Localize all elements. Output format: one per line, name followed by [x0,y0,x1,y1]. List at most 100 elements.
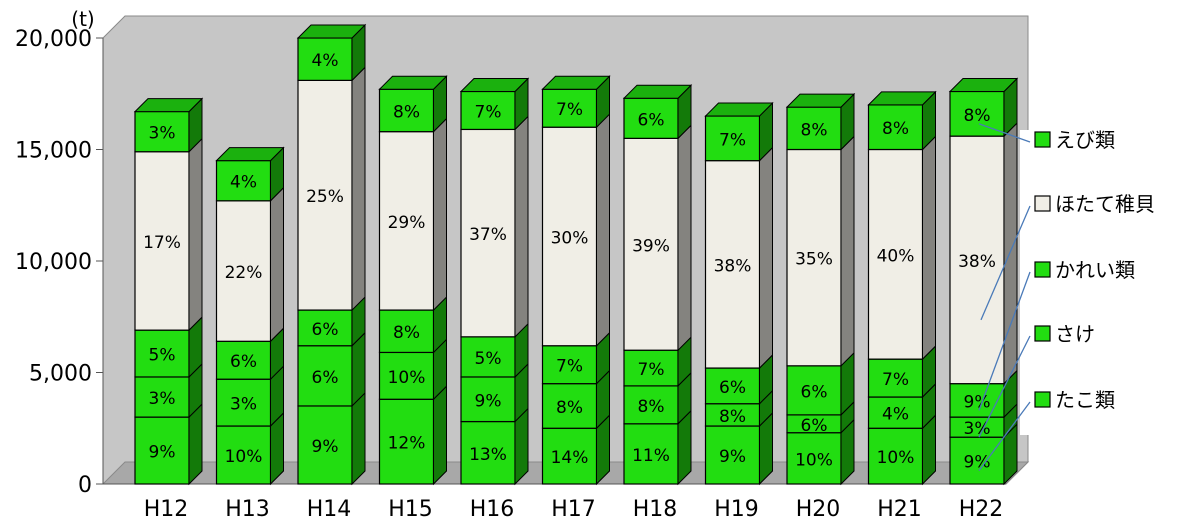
x-tick-label: H21 [877,497,922,522]
legend-item: ほたて稚貝 [1034,192,1155,216]
legend-item: さけ [1034,322,1095,346]
bar-top-face [541,75,611,90]
data-label: 6% [312,320,339,340]
bar-segment-side [351,66,366,312]
bar-segment-side [351,391,366,486]
legend-item: かれい類 [1034,258,1135,282]
data-label: 10% [225,447,263,467]
x-tick-label: H14 [307,497,352,522]
legend-label: えび類 [1055,128,1115,152]
data-label: 6% [719,378,746,398]
bar-segment-side [514,115,529,339]
bar-group-H20: 10% 6% 6% 35% 8% H20 [785,92,856,522]
data-label: 8% [393,323,420,343]
data-label: 7% [556,357,583,377]
bar-segment [297,79,353,311]
legend-label: さけ [1055,322,1095,346]
bar-segment [867,104,924,151]
bar-group-H13: 10% 3% 6% 22% 4% H13 [215,146,285,522]
bar-segment [786,106,842,151]
bar-group-H15: 12% 10% 8% 29% 8% H15 [378,75,448,522]
data-label: 10% [795,450,833,470]
legend-leader-line [978,271,1031,411]
bar-segment [378,88,435,133]
bar-segment [623,137,679,351]
bar-segment [786,432,842,485]
data-label: 6% [801,416,828,436]
legend-item: たこ類 [1034,388,1115,412]
bar-top-face [948,78,1019,93]
data-label: 9% [964,392,991,412]
bar-segment-side [922,135,936,361]
data-label: 7% [719,130,746,150]
y-tick-label: 5,000 [29,362,92,387]
bar-segment-side [1003,121,1018,385]
bar-top-face [215,147,285,162]
data-label: 9% [964,453,991,473]
data-label: 10% [877,448,915,468]
bar-top-face [867,91,937,106]
bar-segment-side [188,137,203,332]
bar-segment-side [433,385,447,486]
legend-swatch [1034,131,1051,148]
bar-segment [297,309,353,347]
bar-segment [215,200,272,342]
y-unit-label: (t) [71,7,94,31]
bar-segment-side [677,124,692,352]
data-label: 4% [312,51,339,71]
data-label: 7% [638,360,665,380]
legend-leader-line [978,401,1031,471]
data-label: 6% [638,110,665,130]
bar-segment [623,423,679,485]
bar-segment [460,336,516,378]
bar-segment [215,340,272,380]
data-label: 9% [719,447,746,467]
bar-group-H18: 11% 8% 7% 39% 6% H18 [622,84,693,522]
y-tick-label: 15,000 [15,139,92,164]
legend-swatch [1034,391,1051,408]
bar-segment [378,398,435,485]
data-label: 13% [469,445,507,465]
bar-top-face [459,78,530,93]
data-label: 29% [388,213,426,233]
data-label: 38% [714,256,752,276]
data-label: 40% [877,246,915,266]
bar-group-H17: 14% 8% 7% 30% 7% H17 [541,75,611,522]
bar-top-face [785,93,856,108]
data-label: 8% [719,407,746,427]
bar-top-face [296,24,367,39]
data-label: 8% [556,398,583,418]
legend-leader-line [980,205,1031,321]
bar-segment [378,351,435,400]
x-tick-label: H19 [714,497,759,522]
bar-segment [297,405,353,485]
x-tick-label: H20 [796,497,841,522]
legend-leader-line [978,335,1031,438]
bar-segment [704,425,761,485]
data-label: 11% [632,446,670,466]
data-label: 8% [393,102,420,122]
bar-segment [867,148,924,360]
bar-segment [786,365,842,416]
data-label: 5% [149,346,176,366]
legend-swatch [1034,261,1051,278]
data-label: 8% [638,397,665,417]
bar-segment-side [759,146,773,370]
data-label: 9% [312,437,339,457]
legend-panel [1020,130,1180,435]
bar-segment [215,425,272,485]
bar-segment [623,385,679,425]
data-label: 12% [388,434,426,454]
bar-segment-side [188,402,203,486]
data-label: 6% [312,368,339,388]
data-label: 35% [795,250,833,270]
bar-top-face [704,102,774,117]
data-label: 37% [469,225,507,245]
data-label: 3% [149,124,176,144]
x-tick-label: H15 [388,497,433,522]
data-label: 38% [958,252,996,272]
data-label: 8% [964,106,991,126]
bar-top-face [622,84,693,99]
